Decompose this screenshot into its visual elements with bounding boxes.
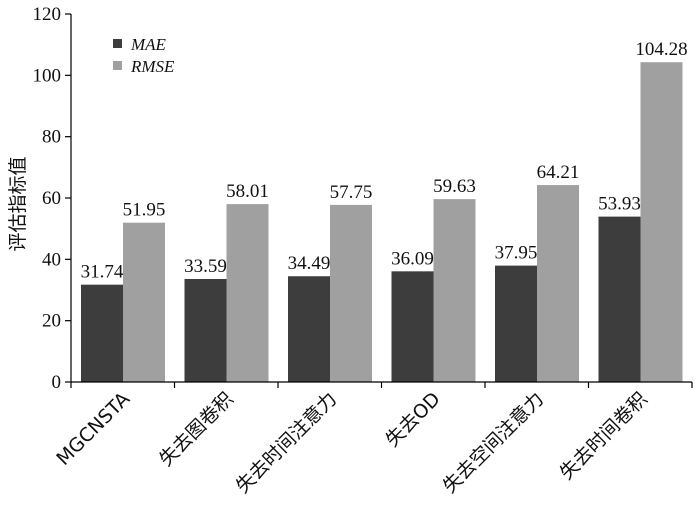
axes-layer: 0 20 40 60 80 100 120 (33, 4, 693, 393)
legend-swatch-mae (113, 39, 122, 48)
y-tick-label-100: 100 (33, 65, 62, 86)
y-axis-title: 评估指标值 (7, 156, 29, 251)
value-label-rmse-4: 64.21 (537, 162, 580, 183)
value-label-mae-1: 33.59 (184, 256, 227, 277)
category-label-2: 失去时间注意力 (232, 388, 342, 498)
y-tick-label-80: 80 (42, 127, 61, 148)
bar-rmse-2 (330, 204, 372, 382)
bar-mae-5 (598, 216, 641, 382)
bar-mae-4 (495, 265, 537, 382)
y-tick-label-40: 40 (42, 249, 61, 270)
legend-label-mae: MAE (130, 35, 167, 54)
category-label-1: 失去图卷积 (155, 388, 238, 471)
value-label-rmse-2: 57.75 (330, 182, 373, 203)
category-label-3: 失去OD (381, 388, 444, 451)
value-label-rmse-3: 59.63 (433, 176, 476, 197)
value-label-rmse-1: 58.01 (226, 181, 269, 202)
bar-rmse-5 (640, 62, 683, 382)
value-labels-layer: 31.74 33.59 34.49 36.09 37.95 53.93 51.95 58.01… (81, 39, 688, 282)
value-label-rmse-5: 104.28 (635, 39, 687, 60)
bar-rmse-1 (226, 204, 269, 382)
category-label-4: 失去空间注意力 (439, 388, 549, 498)
value-label-mae-4: 37.95 (495, 243, 538, 264)
category-label-5: 失去时间卷积 (556, 388, 652, 484)
bar-rmse-4 (537, 185, 579, 382)
value-label-mae-0: 31.74 (81, 262, 124, 283)
legend-swatch-rmse (113, 61, 122, 70)
bars-layer (81, 62, 683, 382)
legend-label-rmse: RMSE (130, 57, 175, 76)
bar-mae-0 (81, 284, 123, 382)
bar-rmse-0 (123, 222, 165, 382)
y-tick-label-60: 60 (42, 188, 61, 209)
bar-rmse-3 (433, 199, 476, 382)
y-tick-label-120: 120 (33, 4, 62, 25)
value-label-mae-3: 36.09 (391, 248, 434, 269)
value-label-mae-2: 34.49 (288, 253, 331, 274)
legend: MAE RMSE (113, 35, 175, 76)
y-tick-label-20: 20 (42, 311, 61, 332)
y-tick-label-0: 0 (52, 372, 62, 393)
value-label-mae-5: 53.93 (598, 194, 641, 215)
bar-mae-3 (391, 271, 434, 382)
category-label-0: MGCNSTA (52, 388, 134, 470)
bar-mae-2 (288, 276, 330, 382)
bar-mae-1 (184, 278, 227, 382)
value-label-rmse-0: 51.95 (123, 200, 166, 221)
